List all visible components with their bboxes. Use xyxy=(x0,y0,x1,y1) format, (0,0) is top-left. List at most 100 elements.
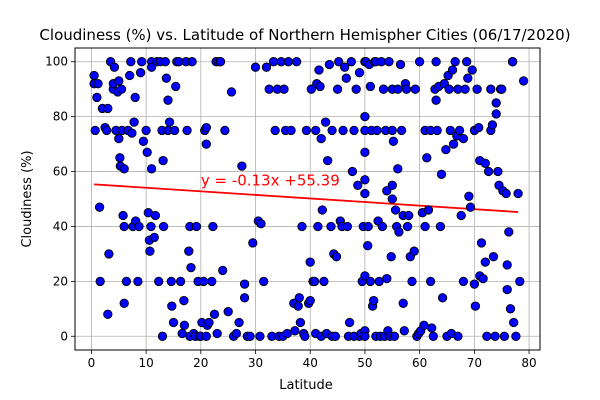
data-point xyxy=(372,125,382,136)
y-tick-label: 0 xyxy=(60,329,68,343)
data-point xyxy=(453,331,463,341)
data-point xyxy=(115,153,125,163)
data-point xyxy=(259,276,269,287)
data-point xyxy=(393,164,403,174)
data-point xyxy=(226,87,237,97)
data-point xyxy=(450,57,460,67)
data-point xyxy=(488,252,499,262)
data-point xyxy=(382,273,392,284)
data-point xyxy=(218,265,228,276)
data-point xyxy=(360,331,370,341)
data-point xyxy=(513,188,523,199)
data-point xyxy=(163,95,173,105)
data-point xyxy=(360,188,370,199)
data-point xyxy=(432,125,442,136)
data-point xyxy=(518,76,529,86)
x-tick-label: 60 xyxy=(412,356,427,370)
data-point xyxy=(315,81,325,92)
data-point xyxy=(404,210,414,221)
chart-title: Cloudiness (%) vs. Latitude of Northern … xyxy=(39,26,570,44)
data-point xyxy=(427,323,437,333)
data-point xyxy=(332,84,343,94)
data-point xyxy=(456,210,466,221)
data-point xyxy=(389,331,400,341)
data-point xyxy=(109,62,120,72)
data-point xyxy=(268,57,279,67)
data-point xyxy=(320,117,331,127)
data-point xyxy=(146,164,157,174)
data-point xyxy=(327,125,337,136)
data-point xyxy=(387,180,397,190)
data-point xyxy=(425,276,436,287)
data-point xyxy=(305,295,315,306)
data-point xyxy=(201,122,211,133)
data-point xyxy=(261,62,272,72)
data-point xyxy=(360,147,370,157)
data-point xyxy=(360,271,370,281)
data-point xyxy=(394,227,404,237)
data-point xyxy=(204,317,214,328)
data-point xyxy=(255,331,265,341)
data-point xyxy=(369,295,379,306)
data-point xyxy=(175,276,186,287)
data-point xyxy=(157,331,168,341)
y-tick-label: 20 xyxy=(53,274,68,288)
data-point xyxy=(501,188,511,199)
data-point xyxy=(135,68,146,78)
data-point xyxy=(504,227,514,237)
data-point xyxy=(283,57,294,67)
data-point xyxy=(454,125,465,136)
data-point xyxy=(94,202,105,212)
data-point xyxy=(264,84,274,94)
data-point xyxy=(377,221,388,232)
data-point xyxy=(363,221,373,232)
data-point xyxy=(386,252,396,262)
data-point xyxy=(323,155,333,166)
data-point xyxy=(290,326,300,336)
data-point xyxy=(231,328,242,339)
data-point xyxy=(344,317,355,328)
data-point xyxy=(410,84,420,94)
data-point xyxy=(423,205,434,215)
data-point xyxy=(382,186,392,196)
data-point xyxy=(458,276,469,287)
regression-equation-label: y = -0.13x +55.39 xyxy=(201,171,340,189)
data-point xyxy=(472,84,482,94)
data-point xyxy=(460,84,470,94)
data-point xyxy=(402,221,413,232)
data-point xyxy=(422,153,432,163)
data-point xyxy=(483,166,494,177)
x-tick-label: 50 xyxy=(357,356,372,370)
data-point xyxy=(198,276,209,287)
data-point xyxy=(398,298,408,308)
data-point xyxy=(313,221,323,232)
data-point xyxy=(142,147,152,157)
data-point xyxy=(146,62,157,72)
data-point xyxy=(334,57,344,67)
data-point xyxy=(486,84,496,94)
data-point xyxy=(201,331,211,341)
data-point xyxy=(480,257,490,267)
data-point xyxy=(342,221,353,232)
data-point xyxy=(166,276,176,287)
y-axis-label: Cloudiness (%) xyxy=(20,150,35,247)
data-point xyxy=(212,328,222,339)
data-point xyxy=(502,284,512,295)
data-point xyxy=(420,221,430,232)
data-point xyxy=(463,73,473,83)
data-point xyxy=(245,331,255,341)
data-point xyxy=(317,205,327,215)
data-point xyxy=(191,221,202,232)
data-point xyxy=(208,221,218,232)
data-point xyxy=(90,125,100,136)
y-tick-label: 100 xyxy=(45,55,68,69)
data-point xyxy=(239,279,250,289)
data-point xyxy=(349,125,359,136)
data-point xyxy=(441,144,451,155)
data-point xyxy=(445,125,455,136)
data-point xyxy=(399,326,409,336)
data-point xyxy=(207,276,217,287)
data-point xyxy=(104,249,114,259)
data-point xyxy=(497,84,507,94)
x-tick-label: 20 xyxy=(193,356,208,370)
